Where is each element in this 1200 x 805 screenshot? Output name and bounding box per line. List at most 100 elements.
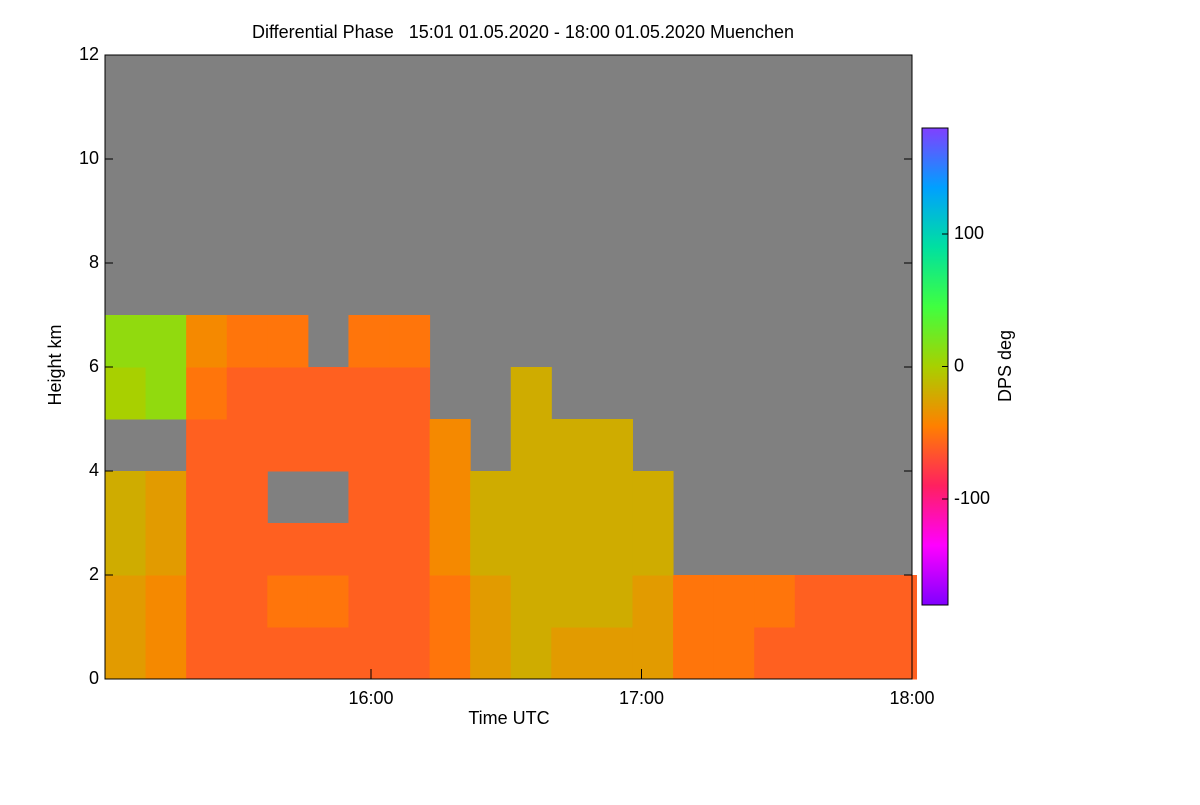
heatmap-cell — [105, 523, 147, 576]
heatmap-cell — [754, 575, 796, 628]
heatmap-cell — [105, 367, 147, 420]
heatmap-cell — [105, 575, 147, 628]
heatmap-cell — [267, 419, 309, 472]
heatmap-cell — [226, 419, 268, 472]
heatmap-cell — [389, 627, 431, 680]
y-tick-label: 4 — [89, 460, 99, 480]
heatmap-cell — [389, 575, 431, 628]
heatmap-cell — [754, 627, 796, 680]
heatmap-cell — [794, 575, 836, 628]
x-tick-label: 18:00 — [889, 688, 934, 708]
heatmap-cell — [105, 471, 147, 524]
y-tick-label: 2 — [89, 564, 99, 584]
heatmap-cell — [389, 315, 431, 368]
heatmap-cell — [470, 575, 512, 628]
heatmap-cell — [348, 367, 390, 420]
heatmap-cell — [307, 627, 349, 680]
heatmap-cell — [551, 419, 593, 472]
heatmap-cell — [226, 627, 268, 680]
heatmap-cell — [875, 627, 918, 680]
heatmap-cell — [389, 419, 431, 472]
heatmap-cell — [348, 419, 390, 472]
heatmap-cell — [105, 315, 147, 368]
heatmap-cell — [145, 523, 187, 576]
heatmap-cell — [591, 419, 633, 472]
y-axis-label: Height km — [45, 324, 65, 405]
heatmap-cell — [307, 575, 349, 628]
heatmap-cell — [267, 315, 309, 368]
colorbar-tick-label: -100 — [954, 488, 990, 508]
heatmap-cell — [226, 523, 268, 576]
heatmap-cell — [835, 627, 877, 680]
x-axis-label: Time UTC — [468, 708, 549, 728]
heatmap-cell — [429, 575, 471, 628]
heatmap-cell — [105, 627, 147, 680]
x-tick-label: 17:00 — [619, 688, 664, 708]
heatmap-cell — [145, 471, 187, 524]
heatmap-cell — [226, 315, 268, 368]
heatmap-cell — [591, 471, 633, 524]
heatmap-cell — [510, 367, 552, 420]
heatmap-cell — [186, 575, 228, 628]
heatmap-cell — [186, 367, 228, 420]
chart-title: Differential Phase 15:01 01.05.2020 - 18… — [252, 22, 794, 42]
heatmap-cell — [470, 627, 512, 680]
heatmap-cell — [551, 471, 593, 524]
heatmap-cell — [875, 575, 918, 628]
heatmap-cell — [348, 523, 390, 576]
heatmap-cell — [145, 367, 187, 420]
heatmap-cell — [632, 471, 674, 524]
heatmap-cell — [551, 627, 593, 680]
heatmap-cell — [186, 471, 228, 524]
heatmap-cell — [551, 575, 593, 628]
heatmap-cell — [267, 627, 309, 680]
heatmap-cell — [429, 419, 471, 472]
y-tick-label: 8 — [89, 252, 99, 272]
heatmap-cell — [267, 575, 309, 628]
heatmap-cell — [267, 367, 309, 420]
heatmap-cell — [389, 367, 431, 420]
heatmap-cell — [470, 471, 512, 524]
heatmap-cell — [429, 627, 471, 680]
heatmap-cell — [307, 367, 349, 420]
heatmap-cell — [267, 523, 309, 576]
y-tick-label: 6 — [89, 356, 99, 376]
colorbar-tick-label: 100 — [954, 223, 984, 243]
heatmap-cell — [145, 315, 187, 368]
x-tick-label: 16:00 — [348, 688, 393, 708]
heatmap-cell — [429, 471, 471, 524]
heatmap-cell — [510, 523, 552, 576]
heatmap-cell — [348, 471, 390, 524]
heatmap-cell — [673, 575, 715, 628]
heatmap-cell — [713, 575, 755, 628]
heatmap-cell — [145, 575, 187, 628]
heatmap-cell — [632, 575, 674, 628]
y-tick-label: 12 — [79, 44, 99, 64]
heatmap-cell — [186, 523, 228, 576]
colorbar-label: DPS deg — [995, 330, 1015, 402]
heatmap-cell — [186, 419, 228, 472]
heatmap-cell — [591, 523, 633, 576]
heatmap-cell — [591, 575, 633, 628]
heatmap-cell — [348, 575, 390, 628]
heatmap-cell — [226, 575, 268, 628]
heatmap-cell — [145, 627, 187, 680]
heatmap-cell — [632, 523, 674, 576]
heatmap-cell — [510, 627, 552, 680]
heatmap-cell — [591, 627, 633, 680]
heatmap-cell — [794, 627, 836, 680]
heatmap-cell — [389, 471, 431, 524]
heatmap-cell — [510, 471, 552, 524]
heatmap-cell — [470, 523, 512, 576]
heatmap-cell — [348, 627, 390, 680]
heatmap-cell — [226, 367, 268, 420]
y-tick-label: 0 — [89, 668, 99, 688]
heatmap-cell — [186, 315, 228, 368]
heatmap-cell — [632, 627, 674, 680]
heatmap-cell — [713, 627, 755, 680]
y-tick-label: 10 — [79, 148, 99, 168]
heatmap-cell — [226, 471, 268, 524]
colorbar-tick-label: 0 — [954, 355, 964, 375]
heatmap-cell — [510, 575, 552, 628]
